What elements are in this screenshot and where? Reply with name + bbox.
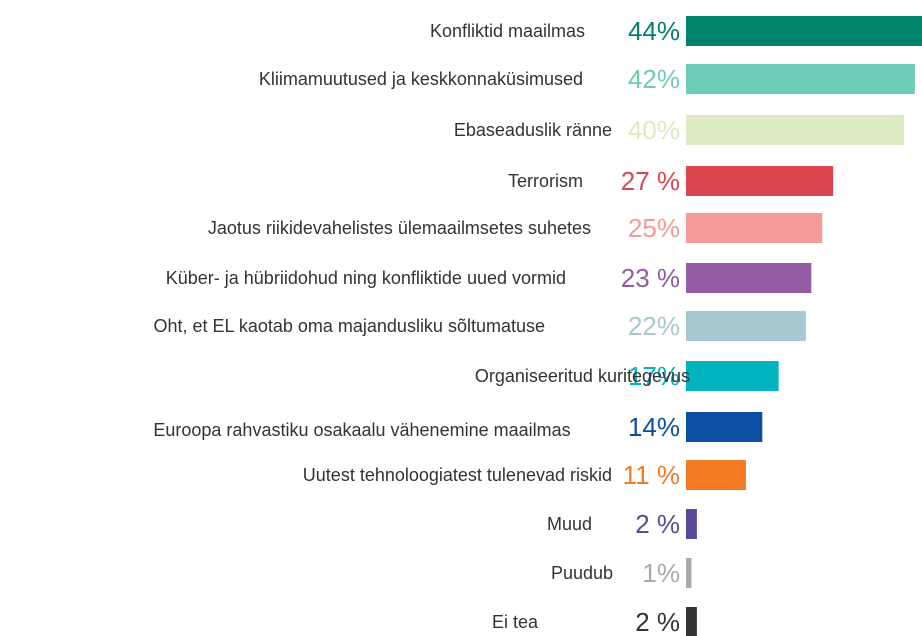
bar [686,412,763,442]
category-label: Konfliktid maailmas [429,21,585,41]
bar [686,166,834,196]
value-label: 17% [628,361,680,391]
category-label: Euroopa rahvastiku osakaalu vähenemine m… [153,420,571,440]
value-label: 22% [628,311,680,341]
value-label: 27 % [621,166,680,196]
bar [686,311,806,341]
category-label: Oht, et EL kaotab oma majandusliku sõltu… [153,316,545,336]
category-label: Terrorism [508,171,583,191]
value-label: 42% [628,64,680,94]
bar [686,115,904,145]
bar [686,213,823,243]
value-label: 14% [628,412,680,442]
bar [686,460,746,490]
category-label: Jaotus riikidevahelistes ülemaailmsetes … [207,218,591,238]
value-label: 2 % [635,607,680,636]
category-label: Ei tea [491,612,538,632]
category-label: Organiseeritud kuritegevus [474,366,690,386]
category-label: Muud [546,514,592,534]
value-label: 23 % [621,263,680,293]
value-label: 40% [628,115,680,145]
value-label: 2 % [635,509,680,539]
category-label: Kliimamuutused ja keskkonnaküsimused [258,69,583,89]
category-label: Ebaseaduslik ränne [453,120,612,140]
value-label: 11 % [623,460,680,490]
category-label: Uutest tehnoloogiatest tulenevad riskid [302,465,612,485]
bar [686,263,812,293]
bar [686,64,915,94]
bar [686,509,697,539]
value-label: 25% [628,213,680,243]
bar [686,558,692,588]
value-label: 1% [642,558,680,588]
bar [686,361,779,391]
category-label: Küber- ja hübriidohud ning konfliktide u… [165,268,566,288]
category-label: Puudub [550,563,613,583]
bar [686,16,922,46]
bar [686,607,697,636]
value-label: 44% [628,16,680,46]
